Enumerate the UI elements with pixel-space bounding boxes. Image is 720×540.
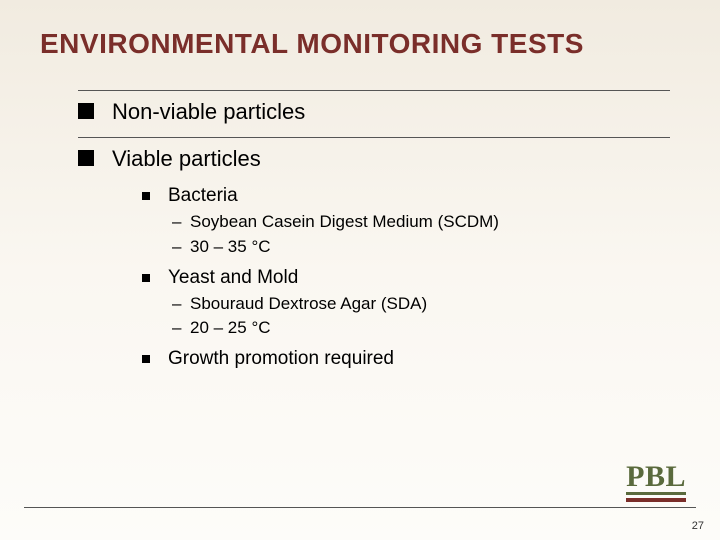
l3-group: Sbouraud Dextrose Agar (SDA) 20 – 25 °C <box>172 293 670 341</box>
bullet-l3: Soybean Casein Digest Medium (SCDM) <box>172 211 670 234</box>
bullet-l2: Growth promotion required <box>142 346 670 372</box>
bullet-l1: Viable particles <box>78 137 670 174</box>
slide-content: Non-viable particles Viable particles Ba… <box>40 90 680 372</box>
l2-group: Bacteria Soybean Casein Digest Medium (S… <box>142 183 670 372</box>
bullet-l1: Non-viable particles <box>78 90 670 127</box>
bullet-l2-text: Bacteria <box>168 185 238 206</box>
bullet-l3: 20 – 25 °C <box>172 317 670 340</box>
bullet-l2: Yeast and Mold <box>142 265 670 291</box>
slide: ENVIRONMENTAL MONITORING TESTS Non-viabl… <box>0 0 720 540</box>
bullet-l3-text: Soybean Casein Digest Medium (SCDM) <box>190 212 499 231</box>
bullet-l3-text: Sbouraud Dextrose Agar (SDA) <box>190 294 427 313</box>
logo: PBL <box>626 462 686 502</box>
bullet-l1-text: Non-viable particles <box>112 99 305 124</box>
bullet-l2-text: Growth promotion required <box>168 348 394 369</box>
bullet-l2-text: Yeast and Mold <box>168 267 298 288</box>
l3-group: Soybean Casein Digest Medium (SCDM) 30 –… <box>172 211 670 259</box>
page-number: 27 <box>692 520 704 532</box>
bullet-l3: 30 – 35 °C <box>172 236 670 259</box>
bullet-l3: Sbouraud Dextrose Agar (SDA) <box>172 293 670 316</box>
logo-text: PBL <box>626 462 686 495</box>
bullet-l1-text: Viable particles <box>112 146 261 171</box>
bullet-l3-text: 30 – 35 °C <box>190 237 271 256</box>
bullet-l2: Bacteria <box>142 183 670 209</box>
slide-title: ENVIRONMENTAL MONITORING TESTS <box>40 28 680 60</box>
bullet-l3-text: 20 – 25 °C <box>190 318 271 337</box>
footer-rule <box>24 507 696 508</box>
